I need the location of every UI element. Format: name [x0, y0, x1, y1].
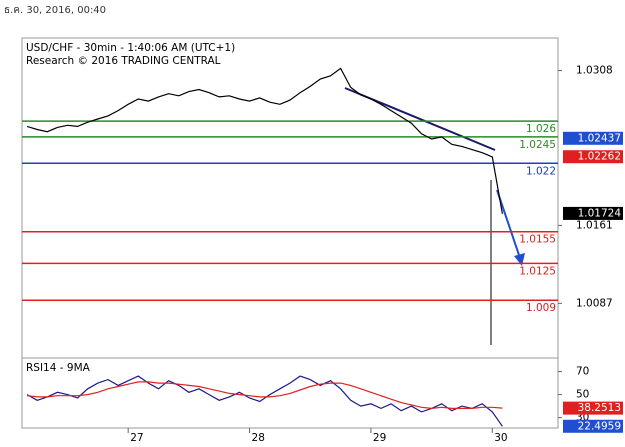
price-tag-label: 22.4959 — [578, 420, 621, 432]
series-line — [26, 67, 503, 214]
price-tag — [563, 131, 623, 145]
chart-subtitle: Research © 2016 TRADING CENTRAL — [26, 55, 221, 67]
price-tag — [563, 419, 623, 433]
y-tick-label: 1.0087 — [576, 297, 613, 309]
projection-arrow — [496, 189, 521, 259]
x-tick-label: 28 — [252, 432, 265, 444]
header-date: ธ.ค. 30, 2016, 00:40 — [4, 5, 106, 16]
x-tick-label: 27 — [130, 432, 143, 444]
series-line — [26, 375, 503, 427]
price-tag-label: 1.02437 — [578, 132, 621, 144]
level-label: 1.009 — [526, 302, 556, 314]
level-label: 1.0245 — [519, 139, 556, 151]
chart-title: USD/CHF - 30min - 1:40:06 AM (UTC+1) — [26, 42, 235, 54]
price-tag — [563, 206, 623, 220]
price-tag-label: 38.2513 — [578, 402, 621, 414]
y-tick-label: 1.0161 — [576, 219, 613, 231]
price-tag — [563, 401, 623, 415]
y-tick-label: 70 — [576, 366, 589, 378]
frame — [21, 37, 559, 429]
series-line — [27, 381, 503, 410]
level-label: 1.022 — [526, 165, 556, 177]
x-tick-label: 30 — [494, 432, 507, 444]
y-tick-label: 50 — [576, 389, 589, 401]
price-tag-label: 1.01724 — [578, 207, 622, 219]
price-tag — [563, 150, 623, 164]
level-label: 1.0125 — [519, 265, 556, 277]
level-label: 1.0155 — [519, 234, 556, 246]
level-label: 1.026 — [526, 123, 556, 135]
y-tick-label: 1.0308 — [576, 65, 613, 77]
price-tag-label: 1.02262 — [578, 151, 621, 163]
rsi-title: RSI14 - 9MA — [26, 362, 91, 374]
x-tick-label: 29 — [373, 432, 386, 444]
